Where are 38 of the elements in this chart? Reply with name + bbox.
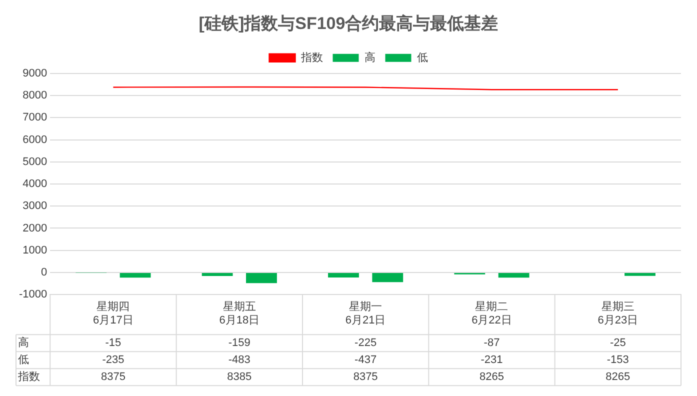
data-label: 8265 [480,371,504,384]
y-tick-label: 2000 [22,222,48,234]
data-label: -25 [610,337,626,350]
legend-label: 低 [416,52,428,64]
y-tick-label: 6000 [22,134,48,146]
x-tick-label: 星期三 6月23日 [598,301,638,326]
data-label: -87 [484,337,500,350]
x-tick-label: 星期一 6月21日 [345,301,386,326]
text: 高 [18,337,29,350]
x-tick-label: 星期四 6月17日 [93,301,134,326]
y-tick-label: 7000 [22,112,48,124]
y-tick-label: 5000 [22,156,48,168]
x-tick-label: 星期五 6月18日 [219,301,260,326]
data-label: 8385 [227,371,252,384]
text: 指数 [18,371,40,384]
y-tick-label: 1000 [22,244,48,256]
data-label: -15 [105,337,122,350]
data-label: -153 [606,354,629,366]
legend-label: 高 [364,50,376,64]
data-label: -231 [480,354,503,366]
data-label: 8265 [606,371,630,384]
y-tick-label: -1000 [18,288,48,301]
y-tick-label: 3000 [22,200,48,212]
data-label: -235 [102,354,124,366]
chart-title: [硅铁]指数与SF109合约最高与最低基差 [198,14,498,33]
data-label: -437 [354,354,377,366]
y-tick-label: 0 [41,266,48,279]
data-label: 8375 [100,371,126,384]
data-label: -483 [228,354,250,366]
x-tick-label: 星期二 6月22日 [472,301,512,326]
y-tick-label: 9000 [22,67,48,80]
data-label: -159 [228,337,250,350]
data-label: -225 [354,337,377,350]
data-label: 8375 [353,371,378,384]
text: 低 [18,354,29,366]
y-tick-label: 4000 [22,178,48,190]
y-tick-label: 8000 [22,90,48,102]
legend-label: 指数 [300,52,323,64]
